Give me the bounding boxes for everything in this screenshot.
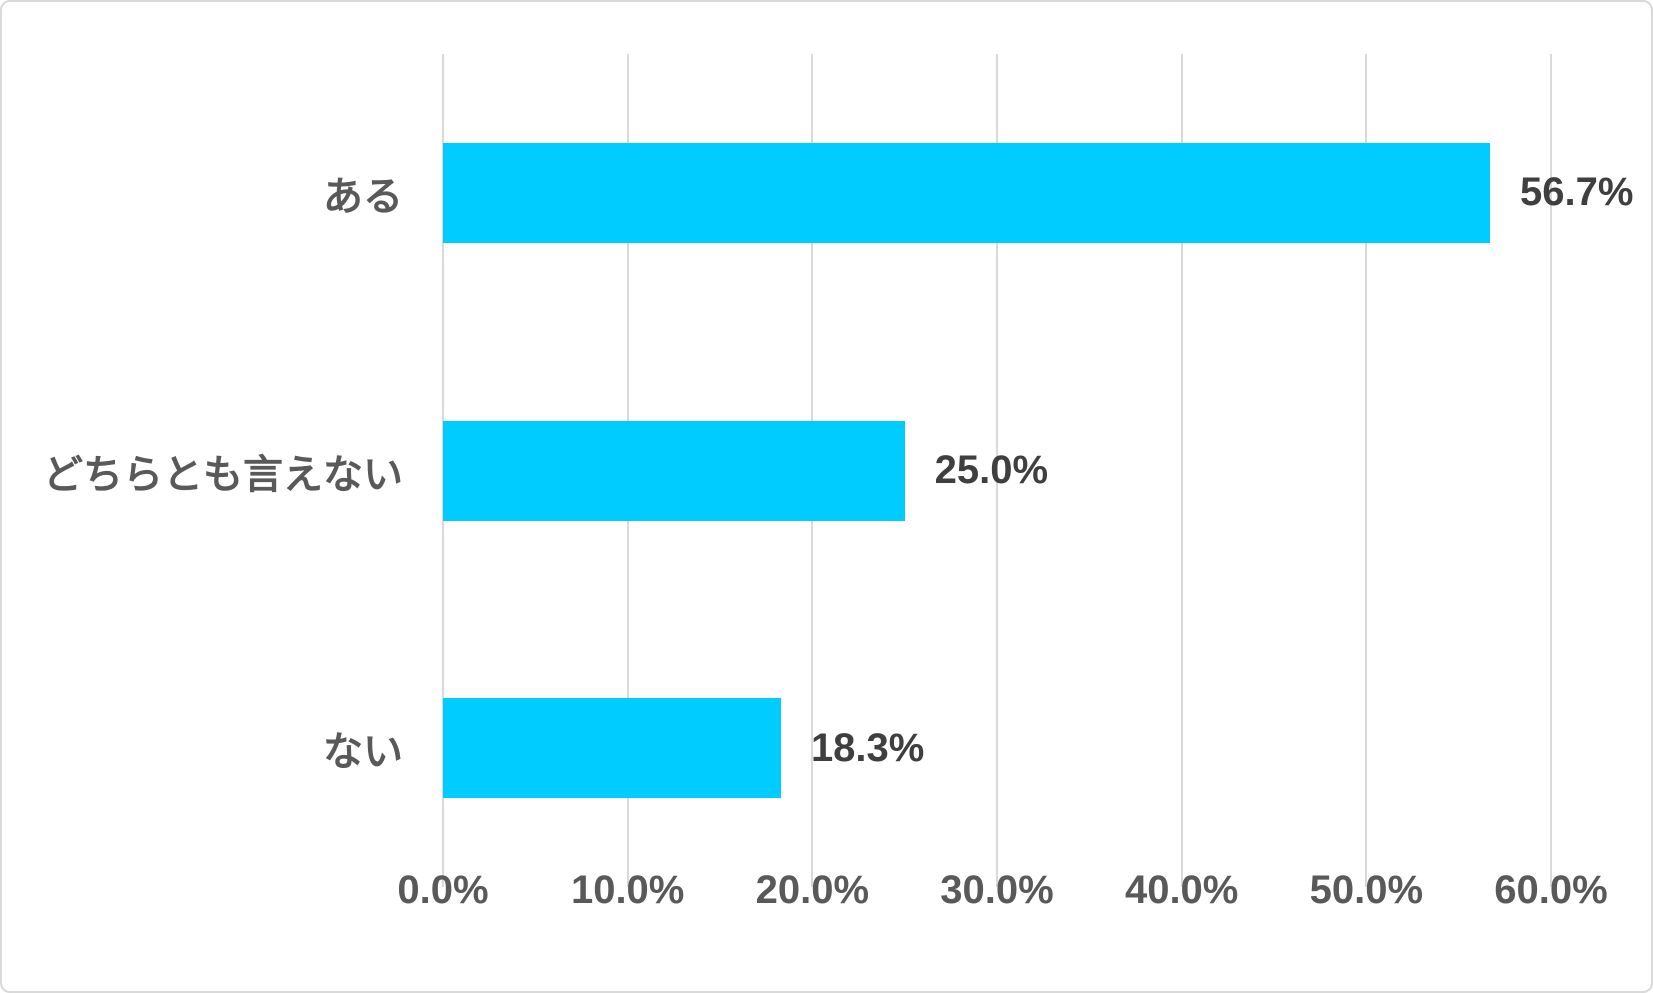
x-tick-label: 30.0% xyxy=(940,868,1054,912)
bar-row: 18.3% xyxy=(443,609,1551,887)
gridline xyxy=(1365,54,1368,887)
x-tick-label: 50.0% xyxy=(1309,868,1424,912)
category-label: どちらとも言えない xyxy=(43,452,403,497)
category-axis: あるどちらとも言えないない xyxy=(2,54,403,887)
bar xyxy=(443,420,905,521)
category-label: ある xyxy=(323,174,403,219)
data-label: 18.3% xyxy=(810,725,925,770)
bar xyxy=(443,142,1491,243)
x-tick-label: 60.0% xyxy=(1494,868,1608,912)
value-axis: 0.0% 10.0% 20.0% 30.0% 40.0% 50.0% 60.0% xyxy=(397,864,1607,924)
bar-row: 25.0% xyxy=(443,332,1551,610)
bar xyxy=(443,698,781,799)
gridline xyxy=(1180,54,1183,887)
category-label: ない xyxy=(323,730,403,775)
gridline xyxy=(996,54,998,887)
plot-area: 56.7% 25.0% 18.3% xyxy=(442,54,1633,887)
data-label: 56.7% xyxy=(1520,170,1634,215)
gridline xyxy=(1550,54,1552,887)
data-label: 25.0% xyxy=(934,448,1049,492)
x-tick-label: 0.0% xyxy=(397,868,489,912)
x-tick-label: 10.0% xyxy=(570,868,685,912)
bar-row: 56.7% xyxy=(443,54,1633,332)
x-tick-label: 40.0% xyxy=(1124,868,1239,912)
x-tick-label: 20.0% xyxy=(755,868,870,912)
